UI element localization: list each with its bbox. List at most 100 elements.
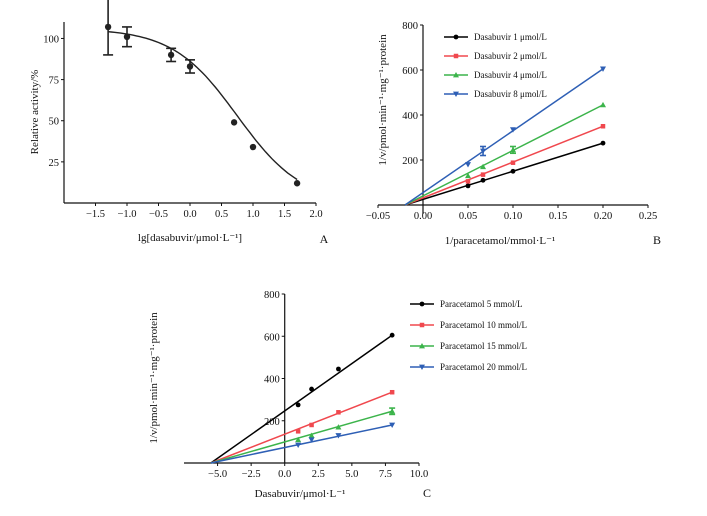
- data-point: [600, 66, 606, 72]
- x-tick-label: 1.0: [246, 209, 259, 220]
- x-tick-label: −0.05: [366, 211, 390, 222]
- data-point: [510, 146, 516, 153]
- data-point: [308, 437, 315, 443]
- legend-label: Paracetamol 5 mmol/L: [440, 299, 522, 309]
- data-point: [104, 23, 112, 31]
- y-tick-label: 75: [49, 76, 60, 87]
- regression-line: [210, 391, 393, 464]
- y-tick-label: 800: [402, 21, 418, 32]
- data-point: [123, 33, 131, 41]
- legend-marker: [419, 343, 425, 349]
- y-axis-label: Relative activity/%: [29, 70, 41, 155]
- y-tick-label: 600: [264, 332, 280, 343]
- data-point: [600, 101, 606, 108]
- data-point: [510, 160, 516, 165]
- legend-marker: [453, 72, 459, 78]
- data-point: [389, 408, 396, 414]
- data-point: [600, 140, 606, 146]
- x-tick-label: 7.5: [379, 469, 392, 480]
- legend-marker: [419, 322, 425, 328]
- panel-letter: B: [653, 233, 661, 247]
- y-axis-label: 1/v/pmol·min⁻¹·mg⁻¹·protein: [377, 34, 389, 166]
- data-point: [600, 124, 606, 129]
- x-tick-label: 0.05: [459, 211, 477, 222]
- regression-line: [404, 142, 604, 206]
- data-point: [249, 143, 257, 151]
- x-axis-label: lg[dasabuvir/μmol·L⁻¹]: [138, 232, 242, 244]
- fit-curve: [108, 31, 298, 181]
- legend-item: Paracetamol 5 mmol/L: [410, 299, 522, 309]
- x-tick-label: 10.0: [410, 469, 428, 480]
- legend-label: Dasabuvir 1 μmol/L: [474, 32, 547, 42]
- x-tick-label: 0.00: [414, 211, 432, 222]
- series: [404, 101, 606, 206]
- data-point: [465, 172, 471, 179]
- data-point: [389, 332, 395, 338]
- data-point: [295, 442, 302, 449]
- series: [103, 0, 301, 187]
- regression-line: [404, 104, 604, 206]
- panel-b: −0.05 0.00 0.05 0.10 0.15 0.20 0.25 200 400 600 80…: [366, 21, 661, 247]
- y-tick-label: 400: [402, 111, 418, 122]
- y-axis-label: 1/v/pmol·min⁻¹·mg⁻¹·protein: [148, 312, 160, 444]
- x-tick-label: 0.5: [215, 209, 228, 220]
- legend-label: Dasabuvir 8 μmol/L: [474, 89, 547, 99]
- legend: Dasabuvir 1 μmol/L Dasabuvir 2 μmol/L Dasa…: [444, 32, 547, 99]
- legend-item: Dasabuvir 1 μmol/L: [444, 32, 547, 42]
- legend-marker: [453, 34, 459, 40]
- data-point: [480, 163, 487, 170]
- series: [210, 389, 395, 464]
- data-point: [295, 429, 301, 434]
- series: [404, 140, 606, 206]
- series: [210, 422, 396, 464]
- data-point: [308, 432, 315, 438]
- y-tick-label: 400: [264, 375, 280, 386]
- x-tick-label: −1.0: [117, 209, 136, 220]
- legend-label: Paracetamol 10 mmol/L: [440, 320, 527, 330]
- panel-c: −5.0 −2.5 0.0 2.5 5.0 7.5 10.0 200 400 600 800 Dasa…: [148, 290, 527, 500]
- legend-marker: [453, 53, 459, 59]
- data-point: [186, 63, 194, 70]
- x-tick-label: 0.20: [594, 211, 612, 222]
- data-point: [309, 386, 314, 392]
- regression-line: [404, 125, 604, 206]
- legend-label: Dasabuvir 4 μmol/L: [474, 70, 547, 80]
- regression-line: [404, 68, 604, 206]
- legend-item: Dasabuvir 4 μmol/L: [444, 70, 547, 80]
- series: [404, 124, 606, 206]
- y-tick-label: 800: [264, 290, 280, 301]
- legend-marker: [419, 301, 425, 307]
- data-point: [510, 127, 516, 133]
- legend-item: Paracetamol 15 mmol/L: [410, 341, 527, 351]
- x-tick-label: 0.0: [183, 209, 196, 220]
- x-tick-label: 2.0: [309, 209, 322, 220]
- data-point: [510, 168, 516, 174]
- data-point: [336, 366, 341, 372]
- panel-letter: A: [320, 232, 329, 246]
- y-tick-label: 200: [402, 156, 418, 167]
- legend-label: Dasabuvir 2 μmol/L: [474, 51, 547, 61]
- x-tick-label: 1.5: [278, 209, 291, 220]
- panel-a: −1.5 −1.0 −0.5 0.0 0.5 1.0 1.5 2.0 25 50 75 100 lg[d…: [29, 0, 329, 246]
- y-tick-label: 50: [49, 117, 60, 128]
- y-tick-label: 25: [49, 158, 60, 169]
- legend-marker: [453, 91, 459, 97]
- regression-line: [210, 410, 393, 464]
- x-tick-label: −2.5: [242, 469, 261, 480]
- data-point: [480, 177, 486, 183]
- data-point: [309, 422, 314, 428]
- data-point: [336, 410, 341, 415]
- data-point: [335, 433, 342, 439]
- y-tick-label: 200: [264, 417, 280, 428]
- legend-label: Paracetamol 15 mmol/L: [440, 341, 527, 351]
- x-tick-label: 0.15: [549, 211, 567, 222]
- x-tick-label: 0.10: [504, 211, 522, 222]
- x-tick-label: −5.0: [208, 469, 227, 480]
- regression-line: [210, 424, 393, 464]
- x-tick-label: 5.0: [345, 469, 358, 480]
- legend-item: Paracetamol 20 mmol/L: [410, 362, 527, 372]
- series: [404, 66, 606, 206]
- y-tick-label: 100: [43, 34, 59, 45]
- data-point: [167, 51, 175, 59]
